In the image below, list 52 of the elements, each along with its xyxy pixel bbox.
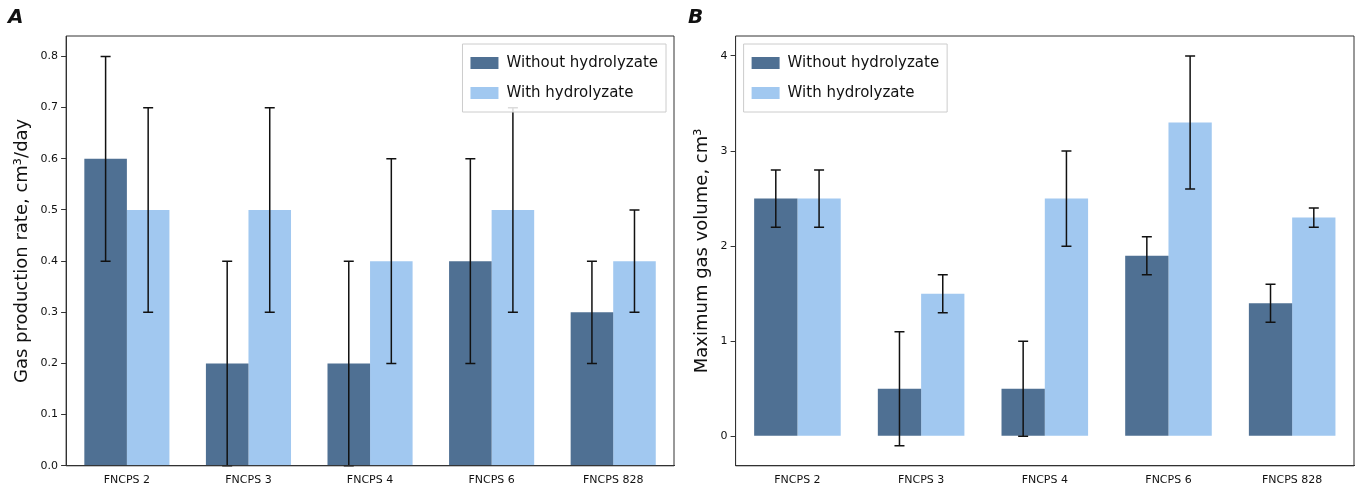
bar [1292,217,1336,436]
bar [126,209,170,466]
legend-label: Without hydrolyzate [506,52,658,71]
legend-label: With hydrolyzate [787,82,915,101]
bar [205,363,249,466]
y-tick-label: 1 [720,334,728,348]
y-tick-label: 0 [720,429,728,443]
y-tick-label: 0.1 [40,407,59,421]
bar [613,261,656,466]
x-tick-label: FNCPS 828 [1261,473,1323,487]
y-tick-label: 0.8 [40,49,59,63]
bar [921,293,965,436]
bar [84,158,127,466]
y-tick-label: 0.5 [40,202,59,216]
x-tick-label: FNCPS 2 [103,473,151,487]
bar [797,198,841,436]
bar [449,261,492,466]
x-tick-label: FNCPS 3 [897,473,945,487]
y-tick-label: 0.7 [40,100,59,114]
chart-title: B [688,4,704,29]
bar [491,209,535,466]
y-tick-label: 0.2 [40,356,59,370]
bar [1168,122,1212,436]
bar [570,312,614,466]
x-tick-label: FNCPS 3 [225,473,272,487]
bar [1001,388,1045,436]
y-tick-label: 2 [720,239,728,252]
legend-label: Without hydrolyzate [787,52,940,71]
y-tick-label: 0.4 [40,253,59,267]
x-tick-label: FNCPS 2 [774,473,821,487]
y-tick-label: 0.6 [40,151,59,165]
y-axis-title: Maximum gas volume, cm³ [690,128,712,374]
bar [877,388,922,436]
y-axis-title: Gas production rate, cm³/day [10,118,32,384]
x-tick-label: FNCPS 4 [346,473,394,487]
chart-title: A [6,4,24,29]
bar [1248,303,1293,436]
x-tick-label: FNCPS 6 [468,473,515,487]
x-tick-label: FNCPS 6 [1145,473,1192,487]
bar [1125,255,1169,436]
legend-label: With hydrolyzate [506,82,634,101]
y-tick-label: 0.3 [40,305,59,319]
y-tick-label: 4 [720,48,728,62]
x-tick-label: FNCPS 4 [1021,473,1068,487]
x-tick-label: FNCPS 828 [583,473,644,487]
bar [370,261,413,466]
bar [327,363,371,466]
bar [1044,198,1089,436]
y-tick-label: 0.0 [40,458,59,472]
y-tick-label: 3 [720,143,728,157]
bar [248,209,292,466]
bar [754,198,798,436]
